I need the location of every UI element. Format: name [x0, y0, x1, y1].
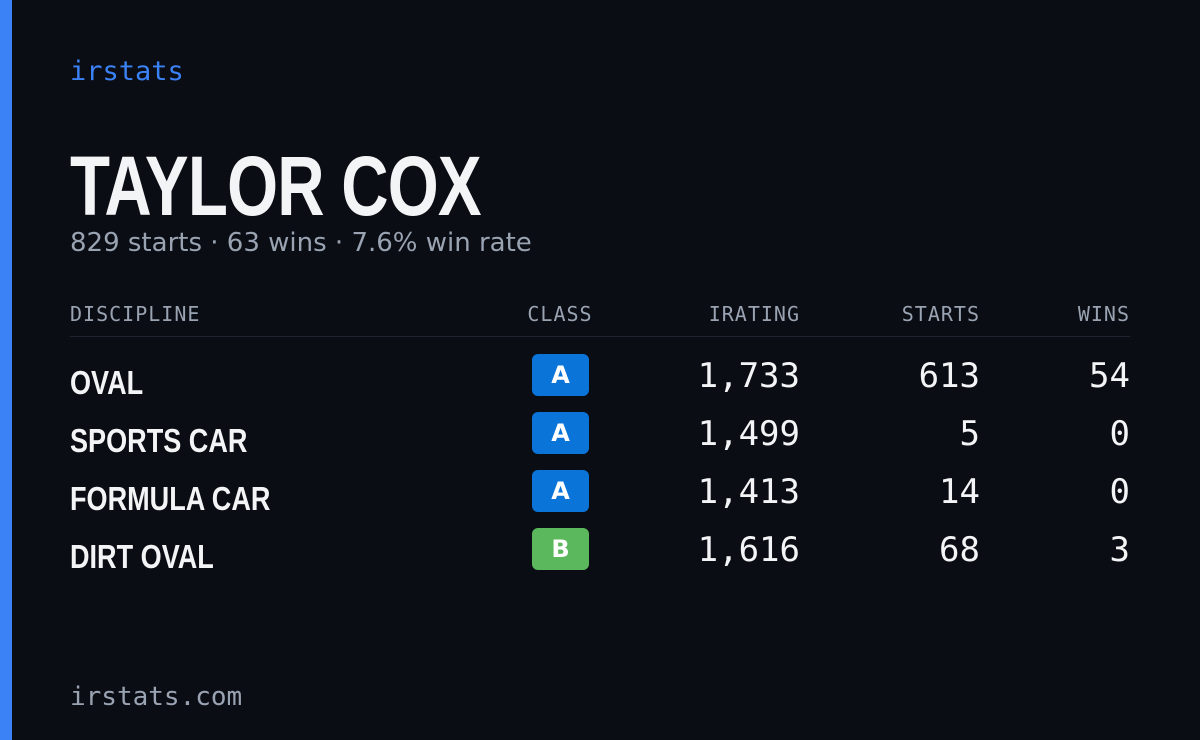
irating: 1,616: [697, 530, 800, 570]
header-rule: [70, 336, 1130, 337]
irating: 1,413: [697, 472, 800, 512]
discipline: SPORTS CAR: [70, 422, 248, 459]
column-header: CLASS: [527, 302, 593, 326]
brand: irstats: [70, 56, 184, 87]
column-header: IRATING: [708, 302, 800, 326]
wins: 54: [1089, 356, 1130, 396]
class-badge: A: [532, 470, 589, 512]
discipline: FORMULA CAR: [70, 480, 271, 517]
column-header: STARTS: [901, 302, 980, 326]
discipline: OVAL: [70, 364, 144, 401]
starts: 14: [939, 472, 980, 512]
irating: 1,499: [697, 414, 800, 454]
starts: 5: [959, 414, 980, 454]
class-badge: B: [532, 528, 589, 570]
column-header: DISCIPLINE: [70, 302, 201, 326]
class-badge: A: [532, 412, 589, 454]
driver-name: TAYLOR COX: [70, 139, 482, 233]
wins: 0: [1109, 472, 1130, 512]
discipline: DIRT OVAL: [70, 538, 214, 575]
column-header: WINS: [1077, 302, 1130, 326]
starts: 613: [918, 356, 980, 396]
accent-bar: [0, 0, 12, 740]
wins: 0: [1109, 414, 1130, 454]
irating: 1,733: [697, 356, 800, 396]
footer: irstats.com: [70, 682, 243, 712]
driver-summary: 829 starts · 63 wins · 7.6% win rate: [70, 228, 532, 258]
wins: 3: [1109, 530, 1130, 570]
starts: 68: [939, 530, 980, 570]
class-badge: A: [532, 354, 589, 396]
